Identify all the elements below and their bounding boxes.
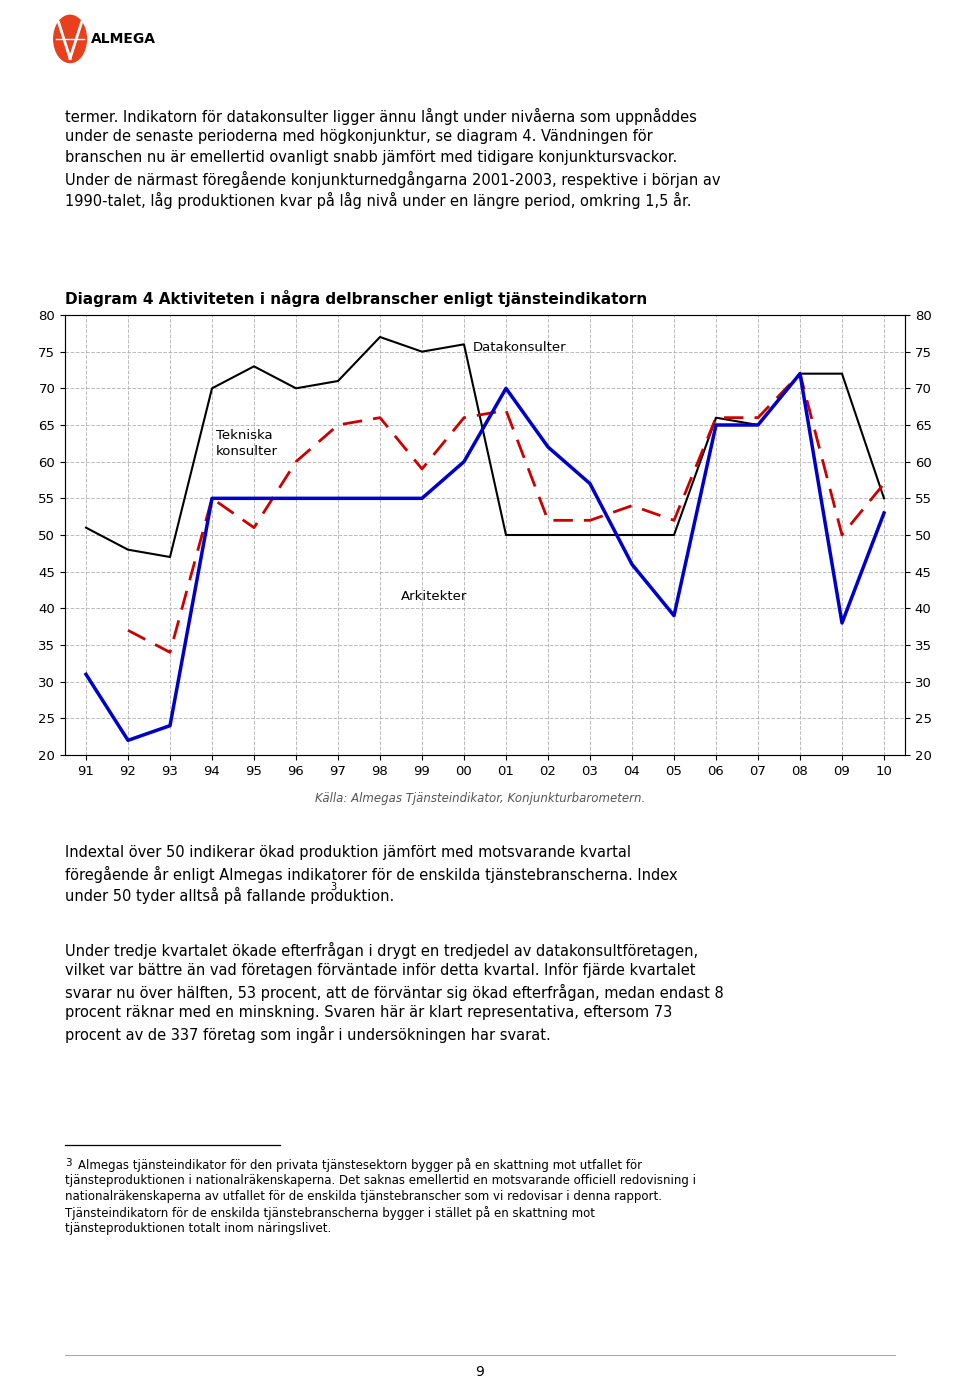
Text: Tjänsteindikatorn för de enskilda tjänstebranscherna bygger i stället på en skat: Tjänsteindikatorn för de enskilda tjänst… xyxy=(65,1206,595,1220)
Text: termer. Indikatorn för datakonsulter ligger ännu långt under nivåerna som uppnåd: termer. Indikatorn för datakonsulter lig… xyxy=(65,108,697,125)
Text: svarar nu över hälften, 53 procent, att de förväntar sig ökad efterfrågan, medan: svarar nu över hälften, 53 procent, att … xyxy=(65,983,724,1002)
Text: 9: 9 xyxy=(475,1365,485,1378)
Text: under 50 tyder alltså på fallande produktion.: under 50 tyder alltså på fallande produk… xyxy=(65,887,395,904)
Text: ALMEGA: ALMEGA xyxy=(91,32,156,46)
Text: vilket var bättre än vad företagen förväntade inför detta kvartal. Inför fjärde : vilket var bättre än vad företagen förvä… xyxy=(65,963,695,978)
Text: tjänsteproduktionen i nationalräkenskaperna. Det saknas emellertid en motsvarand: tjänsteproduktionen i nationalräkenskape… xyxy=(65,1174,696,1187)
Text: 3: 3 xyxy=(330,882,337,892)
Text: Källa: Almegas Tjänsteindikator, Konjunkturbarometern.: Källa: Almegas Tjänsteindikator, Konjunk… xyxy=(315,791,645,805)
Text: 1990-talet, låg produktionen kvar på låg nivå under en längre period, omkring 1,: 1990-talet, låg produktionen kvar på låg… xyxy=(65,192,691,209)
Circle shape xyxy=(54,15,86,63)
Text: nationalräkenskaperna av utfallet för de enskilda tjänstebranscher som vi redovi: nationalräkenskaperna av utfallet för de… xyxy=(65,1189,662,1203)
Text: 3: 3 xyxy=(65,1157,72,1168)
Text: Under tredje kvartalet ökade efterfrågan i drygt en tredjedel av datakonsultföre: Under tredje kvartalet ökade efterfrågan… xyxy=(65,942,698,958)
Text: Almegas tjänsteindikator för den privata tjänstesektorn bygger på en skattning m: Almegas tjänsteindikator för den privata… xyxy=(78,1157,642,1173)
Text: tjänsteproduktionen totalt inom näringslivet.: tjänsteproduktionen totalt inom näringsl… xyxy=(65,1223,331,1235)
Text: Arkitekter: Arkitekter xyxy=(401,590,468,604)
Text: procent räknar med en minskning. Svaren här är klart representativa, eftersom 73: procent räknar med en minskning. Svaren … xyxy=(65,1006,672,1020)
Text: Under de närmast föregående konjunkturnedgångarna 2001-2003, respektive i början: Under de närmast föregående konjunkturne… xyxy=(65,171,721,188)
Text: föregående år enligt Almegas indikatorer för de enskilda tjänstebranscherna. Ind: föregående år enligt Almegas indikatorer… xyxy=(65,867,678,883)
Text: Tekniska
konsulter: Tekniska konsulter xyxy=(216,428,278,458)
Text: under de senaste perioderna med högkonjunktur, se diagram 4. Vändningen för: under de senaste perioderna med högkonju… xyxy=(65,129,653,145)
Text: Indextal över 50 indikerar ökad produktion jämfört med motsvarande kvartal: Indextal över 50 indikerar ökad produkti… xyxy=(65,844,631,860)
Text: procent av de 337 företag som ingår i undersökningen har svarat.: procent av de 337 företag som ingår i un… xyxy=(65,1027,551,1043)
Text: Datakonsulter: Datakonsulter xyxy=(472,341,566,353)
Text: branschen nu är emellertid ovanligt snabb jämfört med tidigare konjunktursvackor: branschen nu är emellertid ovanligt snab… xyxy=(65,150,677,166)
Text: Diagram 4 Aktiviteten i några delbranscher enligt tjänsteindikatorn: Diagram 4 Aktiviteten i några delbransch… xyxy=(65,289,647,307)
